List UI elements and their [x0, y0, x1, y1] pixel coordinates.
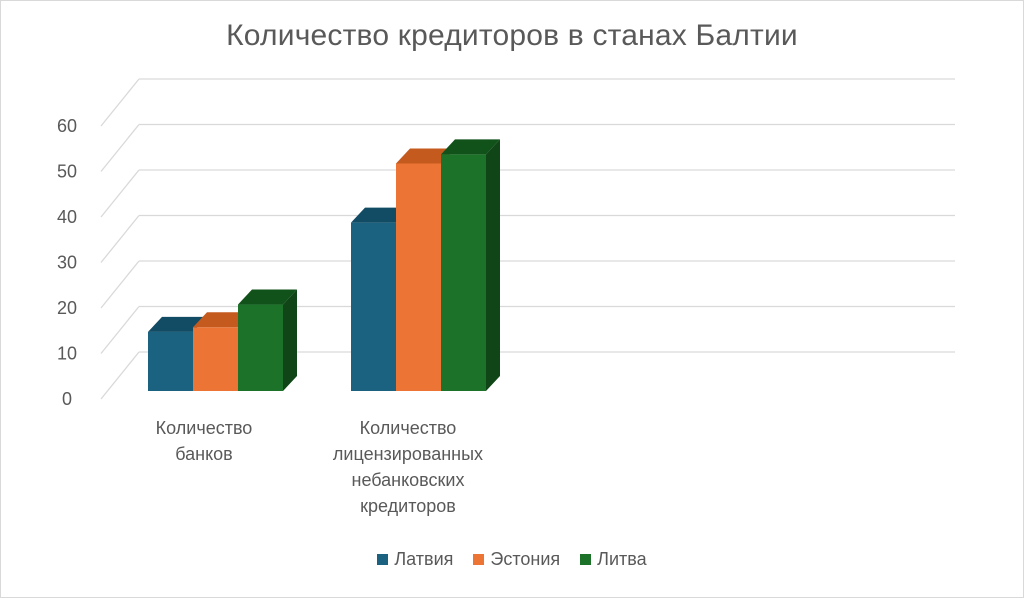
gridline-depth [100, 306, 140, 354]
bar-2-1 [351, 222, 396, 391]
gridline-depth [100, 215, 140, 263]
legend-swatch [377, 554, 389, 565]
bar-top-2-2 [396, 148, 455, 164]
y-tick-label: 0 [62, 389, 72, 409]
gridline-depth [100, 351, 140, 400]
legend-swatch [580, 554, 592, 565]
x-category-line: кредиторов [360, 496, 456, 516]
x-category-line: Количество [156, 418, 253, 438]
gridline-depth [100, 260, 140, 309]
y-tick-label: 10 [57, 344, 77, 364]
chart-legend: Латвия Эстония Литва [1, 549, 1023, 570]
gridline-depth [100, 78, 140, 127]
gridline-depth [100, 169, 140, 218]
y-tick-label: 20 [57, 298, 77, 318]
legend-label: Латвия [394, 549, 454, 569]
legend-swatch [473, 554, 485, 565]
legend-item: Эстония [473, 549, 560, 570]
y-tick-label: 60 [57, 116, 77, 136]
x-category-label: Количество лицензированных небанковских кре… [333, 418, 483, 516]
x-category-line: лицензированных [333, 444, 483, 464]
y-tick-label: 50 [57, 162, 77, 182]
legend-item: Латвия [377, 549, 453, 570]
bar-2-2 [396, 163, 441, 391]
gridline-depth [100, 124, 140, 172]
bar-1-3 [238, 304, 283, 391]
bar-side-2-3 [486, 139, 500, 391]
legend-label: Эстония [490, 549, 561, 569]
x-category-line: небанковских [352, 470, 465, 490]
bar-top-2-3 [441, 139, 500, 155]
x-category-line: Количество [360, 418, 457, 438]
bar-2-3 [441, 154, 486, 391]
legend-item: Литва [580, 549, 647, 570]
y-tick-label: 30 [57, 253, 77, 273]
bar-1-2 [193, 327, 238, 391]
legend-label: Литва [597, 549, 647, 569]
bar-side-1-3 [283, 289, 297, 391]
bar-top-1-2 [193, 312, 252, 328]
y-tick-label: 40 [57, 207, 77, 227]
x-category-line: банков [175, 444, 233, 464]
bar-1-1 [148, 331, 193, 391]
bar-top-1-3 [238, 289, 297, 305]
chart-title: Количество кредиторов в станах Балтии [226, 19, 798, 52]
bar-top-1-1 [148, 316, 207, 332]
bar-top-2-1 [351, 207, 410, 223]
x-category-label: Количество банков [156, 418, 253, 464]
